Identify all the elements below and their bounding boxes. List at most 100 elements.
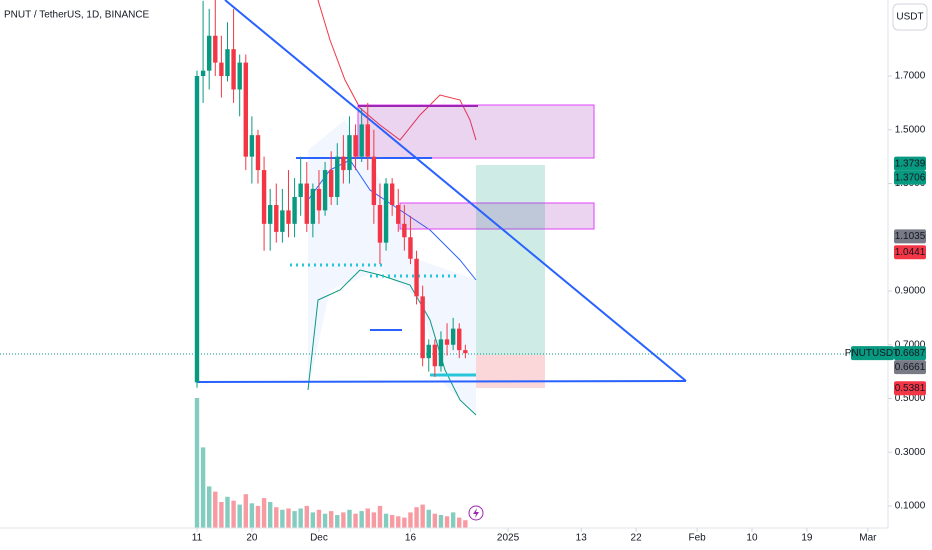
x-tick-label: 2025 — [497, 533, 520, 544]
candle-body — [444, 339, 450, 345]
volume-bar — [322, 513, 328, 528]
price-label: 0.6687 — [895, 348, 926, 359]
x-tick-label: 20 — [246, 533, 258, 544]
candle-body — [310, 188, 316, 224]
volume-bar — [438, 515, 444, 528]
volume-bar — [353, 513, 358, 528]
price-label-box — [894, 156, 926, 171]
x-tick-label: Mar — [859, 533, 877, 544]
y-tick-label: 0.1000 — [895, 501, 926, 512]
volume-bar — [316, 509, 322, 528]
price-label: 0.5381 — [895, 383, 926, 394]
candle-body — [359, 124, 364, 157]
support-line — [196, 380, 687, 383]
x-tick-label: Feb — [688, 533, 706, 544]
band-fill — [308, 120, 476, 415]
volume-bar — [243, 494, 248, 528]
candle-body — [432, 344, 438, 367]
candle-body — [347, 135, 352, 171]
volume-bar — [231, 500, 236, 528]
volume-bar — [371, 512, 377, 528]
y-tick-label: 0.5000 — [895, 393, 926, 404]
volume-bar — [292, 511, 297, 528]
candle-body — [414, 258, 419, 297]
price-label: 1.3706 — [895, 172, 926, 183]
volume-bar — [274, 507, 279, 528]
volume-bar — [255, 505, 261, 528]
candle-body — [225, 49, 230, 77]
y-tick-label: 0.3000 — [895, 447, 926, 458]
volume-bar — [408, 512, 413, 528]
price-label-box — [894, 360, 926, 375]
volume-bar — [213, 491, 218, 528]
candle-body — [255, 135, 261, 171]
target-box — [476, 165, 545, 355]
candle-body — [408, 237, 413, 259]
symbol-tag: PNUTUSDT — [845, 348, 899, 359]
price-label: 1.1035 — [895, 231, 926, 242]
volume-bar — [426, 509, 431, 528]
volume-bar — [359, 511, 364, 528]
volume-bar — [298, 508, 303, 528]
volume-bar — [341, 512, 346, 528]
candle-body — [261, 170, 267, 224]
zone-box — [357, 104, 595, 159]
candle-body — [280, 210, 285, 232]
volume-bar — [402, 517, 407, 528]
candle-body — [377, 205, 383, 243]
volume-bar — [444, 516, 450, 528]
candle-body — [237, 62, 242, 90]
candle-body — [267, 205, 273, 224]
volume-bar — [432, 513, 438, 528]
candle-body — [316, 188, 322, 211]
volume-bar — [365, 508, 370, 528]
volume-bar — [328, 511, 334, 528]
price-label: 1.3739 — [895, 158, 926, 169]
volume-bar — [383, 513, 389, 528]
y-tick-label: 0.7000 — [895, 339, 926, 350]
candle-body — [304, 183, 309, 224]
price-label-box — [894, 346, 926, 361]
price-label-box — [894, 229, 926, 244]
candle-body — [353, 135, 358, 157]
plot — [194, 0, 468, 528]
symbol-tag-box — [851, 346, 894, 361]
y-tick-label: 1.5000 — [895, 124, 926, 135]
volume-bar — [463, 520, 468, 528]
volume-bar — [219, 502, 224, 528]
volume-bar — [249, 503, 255, 528]
currency-label[interactable]: USDT — [896, 12, 923, 23]
volume-bar — [237, 504, 242, 528]
volume-bar — [335, 515, 340, 528]
volume-bar — [280, 509, 285, 528]
volume-bar — [194, 398, 200, 528]
candle-body — [292, 196, 297, 224]
candle-body — [420, 296, 425, 359]
trend-line — [224, 0, 687, 382]
volume-bar — [225, 496, 230, 528]
volume-bar — [304, 505, 309, 528]
x-tick-label: 13 — [576, 533, 588, 544]
candle-body — [322, 170, 328, 211]
price-label-box — [894, 245, 926, 260]
candle-body — [206, 35, 212, 71]
volume-bar — [414, 507, 419, 528]
candle-body — [450, 328, 456, 345]
candle-body — [298, 183, 303, 197]
x-tick-label: 22 — [631, 533, 643, 544]
y-tick-label: 0.9000 — [895, 286, 926, 297]
volume-bar — [389, 515, 395, 528]
currency-button[interactable] — [892, 3, 928, 31]
volume-bar — [396, 516, 401, 528]
volume-bar — [377, 505, 383, 528]
volume-bar — [267, 502, 273, 528]
candle-body — [341, 156, 346, 171]
x-tick-label: 19 — [801, 533, 813, 544]
volume-bar — [206, 486, 212, 528]
volume-bar — [420, 504, 425, 528]
candle-body — [438, 339, 444, 367]
